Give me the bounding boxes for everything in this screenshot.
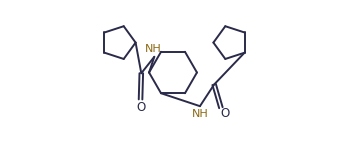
Text: NH: NH (192, 109, 209, 119)
Text: O: O (220, 107, 229, 120)
Text: NH: NH (145, 44, 162, 54)
Text: O: O (136, 101, 145, 114)
